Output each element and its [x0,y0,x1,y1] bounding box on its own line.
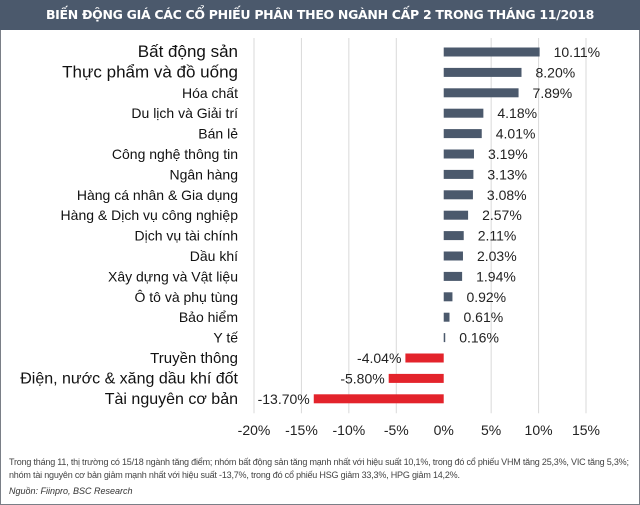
bar [405,353,444,363]
data-label: 0.61% [464,309,504,325]
data-label: 1.94% [476,268,516,284]
x-tick-label: 5% [481,422,501,438]
data-label: 2.03% [477,248,517,264]
bar [443,210,469,220]
bar [443,149,474,159]
bar [443,88,519,98]
bar [443,67,522,77]
category-label: Công nghệ thông tin [112,146,238,162]
category-label: Y tế [213,330,238,346]
chart-title: BIẾN ĐỘNG GIÁ CÁC CỔ PHIẾU PHÂN THEO NGÀ… [0,0,640,30]
data-label: 0.92% [466,289,506,305]
category-label: Dịch vụ tài chính [135,228,239,244]
category-label: Du lịch và Giải trí [131,105,238,121]
category-label: Bảo hiểm [179,309,238,325]
x-tick-label: -5% [384,422,409,438]
data-label: 3.19% [488,146,528,162]
x-tick-label: 15% [572,422,600,438]
category-label: Hàng & Dịch vụ công nghiệp [61,207,239,223]
category-label: Hàng cá nhân & Gia dụng [77,187,238,203]
bar [388,373,444,383]
data-label: 0.16% [459,330,499,346]
category-label: Ngân hàng [169,166,238,182]
bar [443,292,453,302]
data-label: -5.80% [340,370,384,386]
bar [443,108,484,118]
category-label: Dầu khí [190,248,238,264]
category-label: Truyền thông [150,350,238,367]
data-label: -4.04% [357,350,401,366]
category-label: Ô tô và phụ tùng [134,289,238,305]
x-tick-label: -10% [333,422,366,438]
bar [443,231,464,241]
category-label: Tài nguyên cơ bản [105,391,238,408]
data-label: 3.08% [487,187,527,203]
category-label: Bất động sản [138,42,238,61]
category-label: Điện, nước & xăng dầu khí đốt [20,370,238,387]
x-tick-label: -15% [285,422,318,438]
data-label: 3.13% [487,166,527,182]
bar [443,271,463,281]
data-label: 4.18% [497,105,537,121]
category-label: Hóa chất [182,85,238,101]
chart-note: Trong tháng 11, thị trường có 15/18 ngàn… [9,457,629,480]
data-label: 2.57% [482,207,522,223]
bar [443,47,540,57]
bar [443,312,450,322]
x-tick-label: 0% [434,422,454,438]
data-label: 4.01% [496,126,536,142]
data-label: 8.20% [535,64,575,80]
bar [443,333,446,343]
bar [443,129,482,139]
bar [313,394,444,404]
bar [443,190,473,200]
bar-chart: -20% -15% -10% -5% 0% 5% 10% 15% Bất động sản 10.… [20,38,600,438]
bar [443,251,463,261]
x-tick-label: -20% [238,422,271,438]
data-label: -13.70% [258,391,310,407]
category-label: Bán lẻ [198,126,238,142]
data-label: 7.89% [533,85,573,101]
data-label: 10.11% [554,44,600,60]
category-label: Thực phẩm và đồ uống [62,62,238,81]
x-tick-label: 10% [525,422,553,438]
chart-source: Nguồn: Fiinpro, BSC Research [9,486,133,496]
bar [443,169,474,179]
data-label: 2.11% [478,228,517,244]
category-label: Xây dựng và Vật liệu [108,268,238,284]
